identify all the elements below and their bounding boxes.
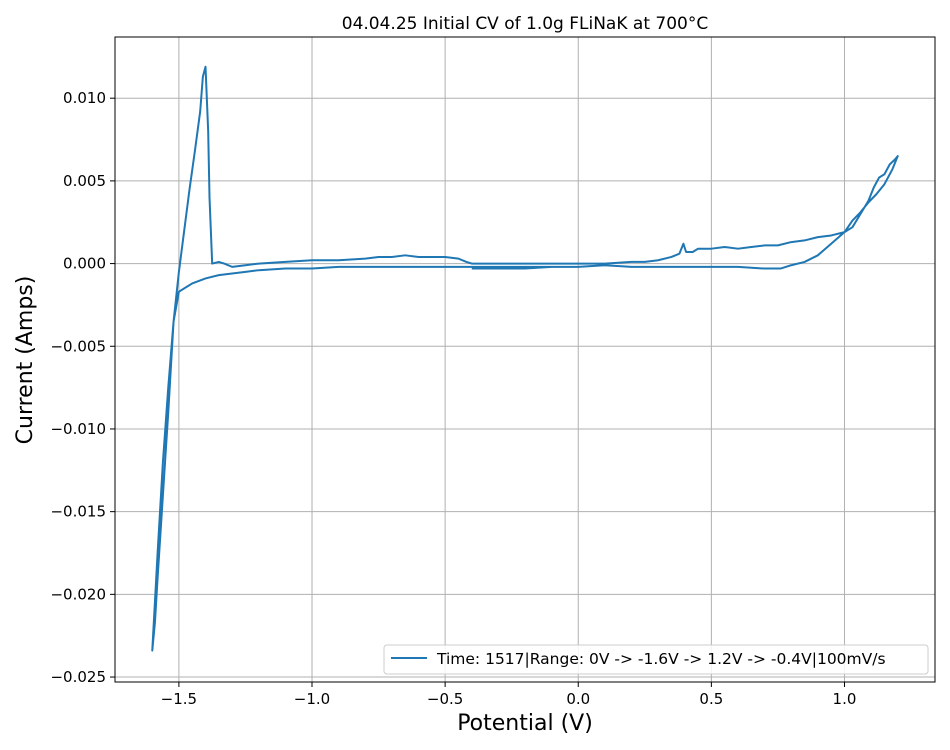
y-tick-label: −0.005 (50, 337, 106, 355)
y-tick-label: −0.010 (50, 420, 106, 438)
x-tick-label: 1.0 (833, 690, 857, 708)
legend-box (383, 644, 929, 675)
chart-title: 04.04.25 Initial CV of 1.0g FLiNaK at 70… (342, 14, 708, 34)
legend: Time: 1517|Range: 0V -> -1.6V -> 1.2V ->… (383, 644, 929, 675)
y-tick-label: −0.020 (50, 585, 106, 603)
x-axis-label: Potential (V) (457, 711, 593, 736)
y-tick-label: 0.000 (63, 255, 106, 273)
series-layer (151, 65, 899, 652)
y-axis-label: Current (Amps) (13, 276, 38, 445)
x-tick-label: −1.5 (161, 690, 197, 708)
y-tick-label: 0.010 (63, 89, 106, 107)
legend-label: Time: 1517|Range: 0V -> -1.6V -> 1.2V ->… (436, 650, 886, 668)
y-tick-label: 0.005 (63, 172, 106, 190)
plot-frame (114, 36, 936, 683)
x-tick-label: 0.5 (699, 690, 723, 708)
x-axis-ticks: −1.5 −1.0 −0.5 0.0 0.5 1.0 (161, 682, 857, 708)
x-tick-label: 0.0 (566, 690, 590, 708)
y-tick-label: −0.015 (50, 503, 106, 521)
x-tick-label: −0.5 (427, 690, 463, 708)
x-tick-label: −1.0 (294, 690, 330, 708)
cv-series-line-0 (151, 65, 899, 652)
y-axis-ticks: −0.025 −0.020 −0.015 −0.010 −0.005 0.000 0.005… (50, 89, 115, 686)
y-tick-label: −0.025 (50, 668, 106, 686)
